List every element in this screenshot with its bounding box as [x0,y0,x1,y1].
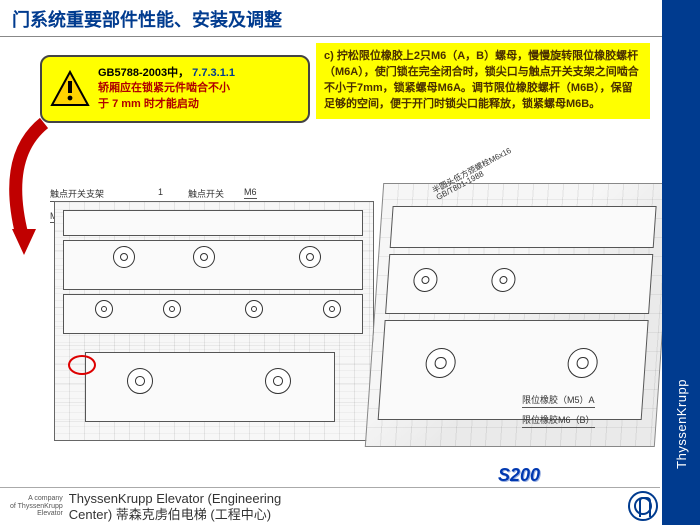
warn-l3a: 于 [98,98,109,110]
footer-sub-line3: Elevator [10,510,63,518]
warning-box: GB5788-2003中， 7.7.3.1.1 轿厢应在锁紧元件啮合不小 于 7… [40,55,310,123]
warn-line2: 轿厢应在锁紧元件啮合不小 [98,82,230,94]
callout-m6-top: M6 [244,187,257,199]
footer: A company of ThyssenKrupp Elevator Thyss… [0,487,660,525]
warn-std: GB5788-2003中， [98,67,189,79]
brand-rail-text: ThyssenKrupp [674,379,689,469]
slide-title: 门系统重要部件性能、安装及调整 [0,0,700,37]
footer-company: ThyssenKrupp Elevator (Engineering Cente… [69,491,281,522]
diagram-area: 触点开关支架 触点开关 M6 1 M6 [28,165,646,465]
warning-triangle-icon [50,69,90,109]
diagram-left-view [54,201,374,441]
callout-dim-1: 1 [158,187,163,198]
footer-main-line1: ThyssenKrupp Elevator (Engineering [69,491,281,507]
footer-subsidiary: A company of ThyssenKrupp Elevator [10,495,63,518]
callout-switch-bracket: 触点开关支架 [50,187,104,202]
callout-rubber-a: 限位橡胶（M5）A [522,393,595,408]
content-area: GB5788-2003中， 7.7.3.1.1 轿厢应在锁紧元件啮合不小 于 7… [0,37,660,487]
instruction-box: c) 拧松限位橡胶上2只M6（A，B）螺母，慢慢旋转限位橡胶螺杆（M6A），使门… [316,43,650,119]
callout-rubber-b: 限位橡胶M6（B） [522,413,595,428]
warn-clause: 7.7.3.1.1 [192,67,235,79]
callout-switch: 触点开关 [188,187,224,202]
warn-l3b: 7 mm [112,98,141,110]
thyssenkrupp-logo-icon [628,491,658,521]
footer-main-line2: Center) 蒂森克虏伯电梯 (工程中心) [69,507,281,523]
model-badge: S200 [498,465,540,486]
warning-text: GB5788-2003中， 7.7.3.1.1 轿厢应在锁紧元件啮合不小 于 7… [98,66,235,112]
diagram-right-view [365,183,673,447]
warn-l3c: 时才能启动 [144,98,199,110]
footer-sub-line2: of ThyssenKrupp [10,503,63,511]
instruction-text: c) 拧松限位橡胶上2只M6（A，B）螺母，慢慢旋转限位橡胶螺杆（M6A），使门… [324,50,639,110]
red-highlight-circle [68,355,96,375]
brand-rail: ThyssenKrupp [662,0,700,525]
footer-sub-line1: A company [10,495,63,503]
